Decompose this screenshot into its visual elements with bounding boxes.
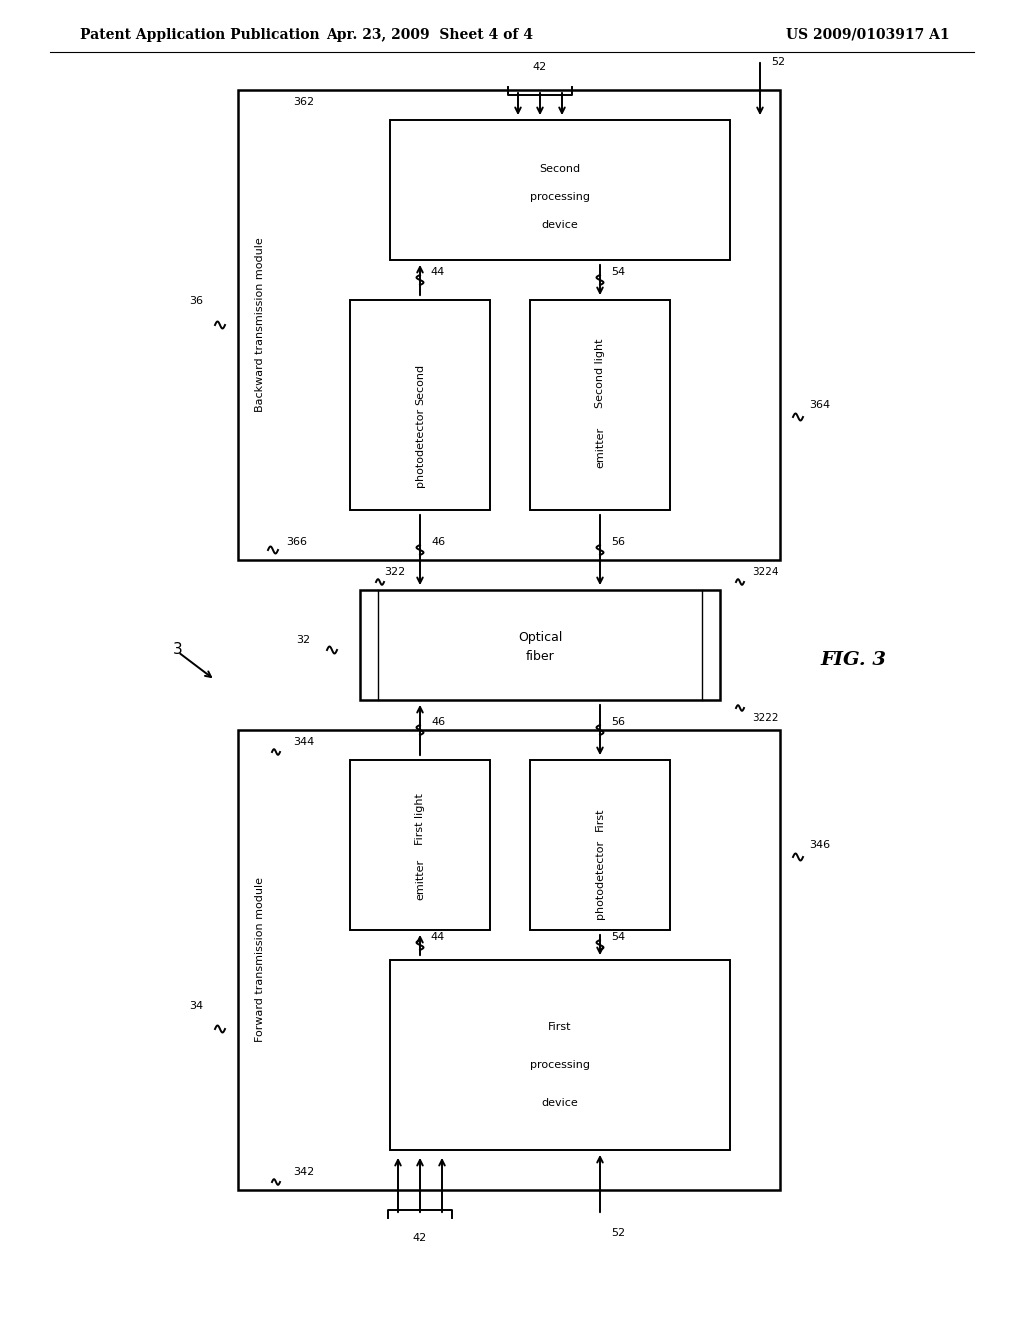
Bar <box>530 760 670 931</box>
Text: Optical: Optical <box>518 631 562 644</box>
Text: 3224: 3224 <box>752 568 778 577</box>
Text: Second light: Second light <box>595 339 605 408</box>
Bar <box>360 590 720 700</box>
Text: photodetector: photodetector <box>595 840 605 919</box>
Text: processing: processing <box>530 1060 590 1069</box>
Text: 36: 36 <box>189 297 203 306</box>
Text: 46: 46 <box>431 717 445 727</box>
Text: Apr. 23, 2009  Sheet 4 of 4: Apr. 23, 2009 Sheet 4 of 4 <box>327 28 534 42</box>
Text: 44: 44 <box>431 932 445 942</box>
Text: 362: 362 <box>293 96 314 107</box>
Text: US 2009/0103917 A1: US 2009/0103917 A1 <box>786 28 950 42</box>
Text: Backward transmission module: Backward transmission module <box>255 238 265 412</box>
Bar <box>530 300 670 510</box>
Text: 3: 3 <box>173 643 183 657</box>
Bar <box>350 760 490 931</box>
Text: 366: 366 <box>286 537 307 546</box>
Text: 44: 44 <box>431 267 445 277</box>
Text: 42: 42 <box>532 62 547 73</box>
Text: 3222: 3222 <box>752 713 778 723</box>
Text: 346: 346 <box>809 840 830 850</box>
Text: 54: 54 <box>611 267 625 277</box>
Text: 54: 54 <box>611 932 625 942</box>
Text: fiber: fiber <box>525 651 554 664</box>
Text: Patent Application Publication: Patent Application Publication <box>80 28 319 42</box>
Text: 46: 46 <box>431 537 445 546</box>
Text: 364: 364 <box>809 400 830 411</box>
Text: Second: Second <box>415 363 425 404</box>
Text: 32: 32 <box>296 635 310 645</box>
Text: First light: First light <box>415 793 425 845</box>
Text: 52: 52 <box>771 57 785 67</box>
Text: 322: 322 <box>384 568 406 577</box>
Bar <box>350 300 490 510</box>
Text: emitter: emitter <box>595 426 605 467</box>
Text: FIG. 3: FIG. 3 <box>820 651 886 669</box>
Text: Second: Second <box>540 164 581 174</box>
Text: 56: 56 <box>611 537 625 546</box>
Text: First: First <box>548 1022 571 1031</box>
Text: 56: 56 <box>611 717 625 727</box>
Text: emitter: emitter <box>415 858 425 899</box>
Text: Forward transmission module: Forward transmission module <box>255 878 265 1043</box>
Text: 42: 42 <box>413 1233 427 1243</box>
Text: 344: 344 <box>293 737 314 747</box>
Bar <box>390 120 730 260</box>
Text: photodetector: photodetector <box>415 408 425 487</box>
Text: 34: 34 <box>188 1001 203 1011</box>
Text: First: First <box>595 808 605 832</box>
Bar <box>238 730 780 1191</box>
Text: processing: processing <box>530 191 590 202</box>
Bar <box>238 90 780 560</box>
Text: device: device <box>542 220 579 230</box>
Text: device: device <box>542 1097 579 1107</box>
Bar <box>390 960 730 1150</box>
Text: 342: 342 <box>293 1167 314 1177</box>
Text: 52: 52 <box>611 1228 625 1238</box>
